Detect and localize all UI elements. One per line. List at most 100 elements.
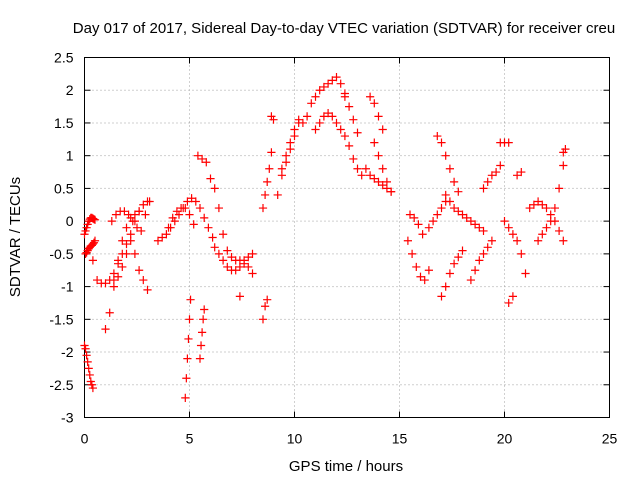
data-point-arc-s bbox=[286, 145, 295, 154]
data-point-arc-am bbox=[550, 203, 559, 213]
data-point-arc-v bbox=[340, 131, 349, 141]
data-point-arc-an bbox=[550, 217, 559, 226]
y-tick-label: -1 bbox=[61, 279, 74, 295]
data-point-arc-d bbox=[109, 269, 118, 278]
data-point-arc-t bbox=[277, 164, 286, 173]
data-point-arc-aj bbox=[508, 292, 517, 301]
data-point-arc-ad bbox=[441, 151, 450, 160]
data-point-arc-f bbox=[141, 210, 150, 219]
data-point-arc-d bbox=[93, 275, 102, 285]
data-point-arc-l bbox=[193, 151, 202, 160]
data-point-arc-f bbox=[132, 223, 142, 232]
data-point-arc-ae bbox=[454, 253, 463, 262]
data-point-arc-ae bbox=[450, 259, 459, 268]
data-point-arc-m bbox=[210, 184, 219, 193]
data-point-arc-z bbox=[374, 151, 383, 160]
data-point-arc-af bbox=[479, 226, 488, 236]
data-point-arc-af bbox=[454, 207, 463, 216]
data-point-arc-l bbox=[202, 158, 211, 167]
data-point-arc-af bbox=[445, 197, 454, 206]
data-point-arc-t bbox=[290, 125, 299, 134]
data-point-arc-g bbox=[122, 249, 131, 258]
data-point-arc-p bbox=[263, 295, 272, 304]
data-point-arc-an bbox=[534, 197, 543, 206]
data-point-arc-x bbox=[366, 171, 375, 180]
data-point-arc-aa bbox=[403, 236, 412, 245]
data-point-arc-aa bbox=[424, 266, 433, 275]
x-axis-label: GPS time / hours bbox=[289, 458, 403, 475]
data-point-arc-z bbox=[370, 138, 379, 147]
data-point-arc-af bbox=[450, 203, 459, 213]
x-tick-label: 25 bbox=[602, 431, 618, 447]
data-point-arc-af bbox=[466, 217, 475, 226]
x-tick-label: 20 bbox=[497, 431, 513, 447]
data-point-arc-n bbox=[219, 256, 228, 265]
data-point-arc-h bbox=[195, 203, 205, 213]
data-point-arc-z bbox=[378, 164, 387, 173]
data-point-arc-e bbox=[105, 308, 114, 317]
data-point-arc-u bbox=[324, 79, 333, 88]
data-point-arc-n bbox=[210, 243, 219, 252]
data-point-arc-c bbox=[81, 344, 90, 353]
data-point-arc-h bbox=[162, 230, 171, 239]
data-point-arc-ad bbox=[445, 164, 454, 173]
data-point-arc-c bbox=[80, 341, 89, 350]
data-point-arc-ae bbox=[445, 269, 454, 278]
data-point-arc-aa bbox=[420, 275, 429, 285]
data-point-arc-j bbox=[182, 374, 191, 383]
data-point-arc-af bbox=[458, 210, 467, 219]
data-point-arc-b bbox=[90, 215, 100, 224]
data-point-arc-h bbox=[204, 223, 213, 232]
data-point-arc-n bbox=[235, 262, 244, 272]
data-points bbox=[80, 73, 570, 402]
data-point-arc-ag bbox=[483, 243, 492, 252]
data-point-arc-n bbox=[223, 262, 232, 272]
data-point-arc-am bbox=[559, 161, 568, 170]
data-point-arc-x bbox=[382, 184, 391, 193]
data-point-arc-d bbox=[135, 266, 144, 275]
data-point-arc-v bbox=[349, 154, 358, 164]
data-point-arc-ae bbox=[458, 246, 467, 255]
data-point-arc-ae bbox=[441, 282, 450, 291]
data-point-arc-m bbox=[223, 246, 232, 255]
data-point-arc-d bbox=[122, 239, 131, 249]
data-point-arc-u bbox=[303, 112, 312, 121]
data-point-arc-v bbox=[336, 125, 345, 134]
data-point-arc-q bbox=[267, 148, 276, 157]
data-point-arc-i bbox=[164, 223, 173, 232]
y-tick-label: -1.5 bbox=[49, 311, 73, 327]
y-tick-label: 1 bbox=[66, 148, 74, 164]
data-point-arc-j bbox=[181, 393, 190, 402]
data-point-arc-ab bbox=[414, 220, 423, 229]
data-point-arc-u bbox=[328, 76, 337, 85]
data-point-arc-v bbox=[324, 109, 333, 118]
x-tick-label: 5 bbox=[186, 431, 194, 447]
data-point-arc-f bbox=[120, 207, 129, 216]
data-point-arc-g bbox=[143, 197, 152, 206]
data-point-arc-e bbox=[101, 325, 110, 334]
data-point-arc-x bbox=[370, 174, 379, 183]
data-point-arc-v bbox=[332, 118, 341, 128]
data-point-arc-o bbox=[235, 292, 244, 301]
data-point-arc-af bbox=[462, 213, 471, 222]
data-point-arc-t bbox=[286, 138, 295, 147]
data-point-arc-c bbox=[87, 380, 96, 389]
data-point-arc-v bbox=[311, 125, 320, 134]
data-point-arc-al bbox=[513, 171, 522, 180]
data-point-arc-u bbox=[298, 118, 307, 128]
data-point-arc-c bbox=[88, 383, 97, 393]
data-point-arc-k bbox=[199, 315, 208, 324]
data-point-arc-q bbox=[258, 203, 268, 213]
data-point-arc-ak bbox=[508, 230, 517, 239]
data-point-arc-g bbox=[139, 200, 148, 209]
data-point-arc-ad bbox=[437, 138, 446, 147]
data-point-arc-am bbox=[555, 184, 564, 193]
data-point-arc-f bbox=[137, 226, 146, 236]
data-point-arc-c bbox=[84, 364, 93, 373]
y-tick-label: -2.5 bbox=[49, 377, 73, 393]
data-point-arc-n bbox=[244, 262, 253, 272]
data-point-arc-aa bbox=[412, 262, 421, 272]
data-point-arc-d bbox=[139, 275, 148, 285]
data-point-arc-e bbox=[118, 236, 127, 245]
data-point-arc-ab bbox=[405, 210, 415, 219]
